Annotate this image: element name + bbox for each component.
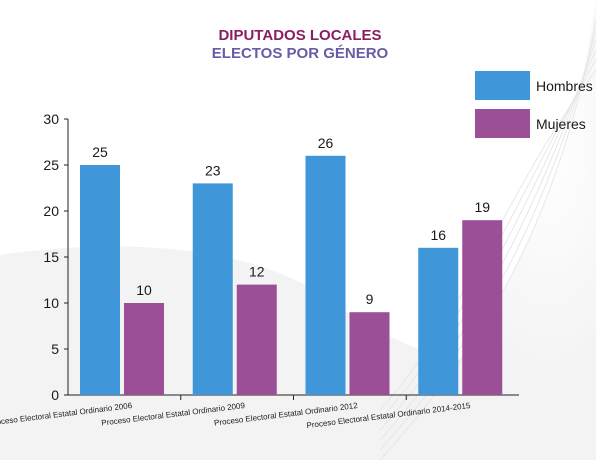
wave-line <box>379 19 596 460</box>
wave-shape <box>0 246 596 460</box>
data-label: 10 <box>136 282 152 298</box>
data-label: 23 <box>205 162 221 178</box>
y-tick-label: 10 <box>43 295 59 311</box>
y-tick-label: 0 <box>51 387 59 403</box>
bar-hombres <box>305 155 346 395</box>
legend-swatch-mujeres <box>475 109 530 138</box>
data-label: 19 <box>474 199 490 215</box>
legend-label: Hombres <box>536 78 593 94</box>
bar-hombres <box>80 165 120 395</box>
data-label: 25 <box>92 144 108 160</box>
bar-mujeres <box>236 284 277 395</box>
wave-shape <box>380 0 596 460</box>
data-label: 12 <box>249 264 265 280</box>
data-label: 16 <box>430 227 446 243</box>
data-label: 26 <box>318 135 334 151</box>
legend-swatch-hombres <box>475 71 530 100</box>
chart-title: DIPUTADOS LOCALES <box>218 27 381 44</box>
y-tick-label: 25 <box>43 157 59 173</box>
chart-subtitle: ELECTOS POR GÉNERO <box>212 45 389 62</box>
bar-hombres <box>192 183 233 395</box>
y-tick-label: 15 <box>43 249 59 265</box>
bars <box>80 155 503 395</box>
y-tick-label: 5 <box>51 341 59 357</box>
bar-mujeres <box>462 220 503 395</box>
y-tick-label: 30 <box>43 111 59 127</box>
bar-mujeres <box>349 312 390 395</box>
bar-hombres <box>418 247 459 395</box>
data-labels: 25 23 26 16 10 12 9 19 <box>92 135 490 307</box>
legend: Hombres Mujeres <box>475 71 593 138</box>
legend-label: Mujeres <box>536 116 586 132</box>
data-label: 9 <box>366 291 374 307</box>
bar-mujeres <box>124 303 164 395</box>
y-tick-label: 20 <box>43 203 59 219</box>
wave-line <box>379 29 596 451</box>
